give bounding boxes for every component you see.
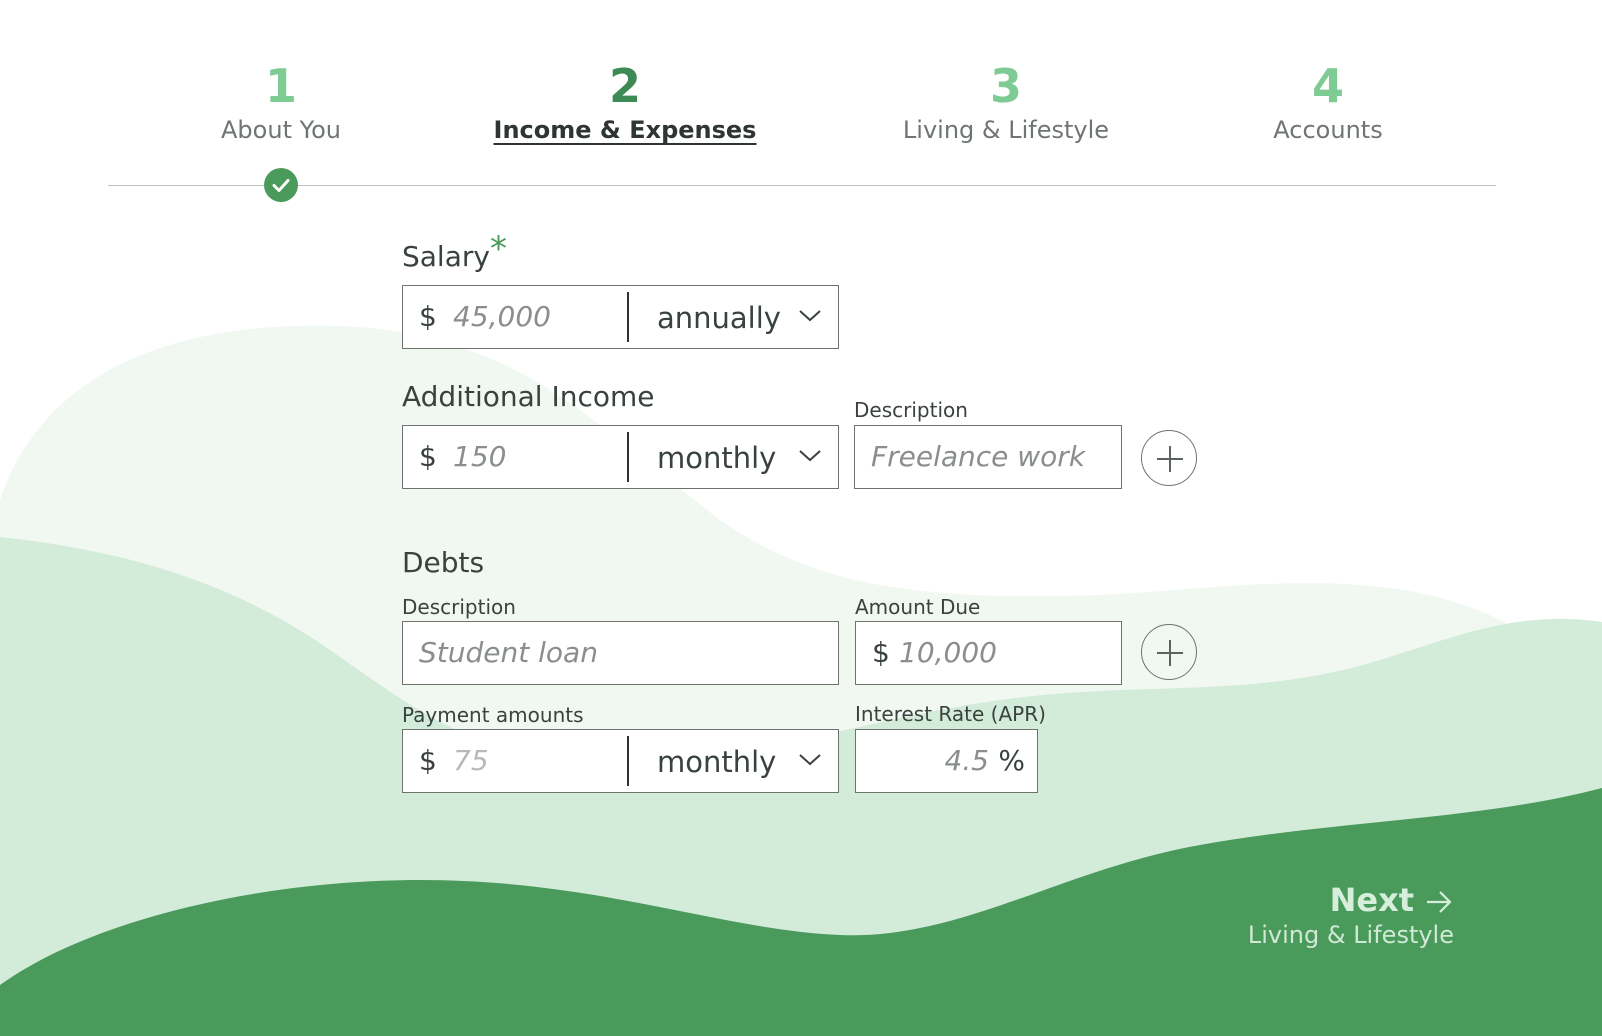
percent-unit: % (998, 744, 1025, 777)
chevron-down-icon (799, 450, 821, 462)
debts-label: Debts (402, 546, 485, 579)
field-divider (627, 432, 629, 482)
amount-due-field: $ 10,000 (855, 621, 1122, 685)
step-income-expenses[interactable]: 2 Income & Expenses (455, 58, 795, 146)
salary-label-text: Salary (402, 240, 490, 273)
additional-income-label: Additional Income (402, 380, 655, 413)
field-divider (627, 736, 629, 786)
additional-income-field: $ 150 monthly (402, 425, 839, 489)
payment-amount-input[interactable]: 75 (453, 744, 489, 777)
next-sublabel: Living & Lifestyle (1247, 921, 1454, 949)
amount-due-input[interactable]: 10,000 (899, 636, 997, 669)
currency-symbol: $ (872, 636, 890, 669)
salary-label: Salary * (402, 231, 507, 275)
description-placeholder: Student loan (419, 636, 598, 669)
add-income-button[interactable] (1141, 430, 1197, 486)
additional-income-description-label: Description (854, 398, 968, 422)
payment-amounts-label: Payment amounts (402, 703, 584, 727)
step-living-lifestyle[interactable]: 3 Living & Lifestyle (836, 58, 1176, 146)
step-label: Living & Lifestyle (902, 116, 1110, 144)
step-number: 3 (989, 59, 1022, 113)
debt-description-field[interactable]: Student loan (402, 621, 839, 685)
interest-rate-input[interactable]: 4.5 (944, 744, 989, 777)
additional-income-amount-input[interactable]: 150 (453, 440, 507, 473)
step-label: Income & Expenses (493, 116, 757, 144)
chevron-down-icon (799, 754, 821, 766)
currency-symbol: $ (419, 300, 437, 333)
interest-rate-label: Interest Rate (APR) (855, 702, 1046, 726)
currency-symbol: $ (419, 440, 437, 473)
debt-description-label: Description (402, 595, 516, 619)
next-title: Next (1248, 880, 1454, 920)
frequency-value: annually (657, 301, 781, 335)
next-step-link[interactable]: Next Living & Lifestyle (1248, 880, 1454, 950)
required-mark: * (490, 229, 507, 269)
step-label: About You (221, 116, 341, 144)
next-label: Next (1329, 881, 1414, 919)
step-label: Accounts (1273, 116, 1383, 144)
frequency-value: monthly (657, 745, 777, 779)
amount-due-label: Amount Due (855, 595, 981, 619)
plus-circle-icon (1157, 446, 1183, 472)
additional-income-description-field[interactable]: Freelance work (854, 425, 1122, 489)
plus-circle-icon (1157, 640, 1183, 666)
arrow-right-icon (1427, 891, 1452, 913)
step-number: 4 (1311, 59, 1344, 113)
step-accounts[interactable]: 4 Accounts (1158, 58, 1498, 146)
step-complete-badge (264, 168, 298, 202)
step-number: 2 (608, 59, 641, 113)
description-placeholder: Freelance work (871, 440, 1086, 473)
wave-dark (0, 788, 1602, 1036)
step-about-you[interactable]: 1 About You (111, 58, 451, 146)
salary-amount-input[interactable]: 45,000 (453, 300, 551, 333)
interest-rate-field: 4.5 % (855, 729, 1038, 793)
salary-field: $ 45,000 annually (402, 285, 839, 349)
payment-amount-field: $ 75 monthly (402, 729, 839, 793)
chevron-down-icon (799, 310, 821, 322)
currency-symbol: $ (419, 744, 437, 777)
add-debt-button[interactable] (1141, 624, 1197, 680)
frequency-value: monthly (657, 441, 777, 475)
field-divider (627, 292, 629, 342)
check-icon (272, 179, 290, 192)
stepper-progress-line (108, 185, 1496, 186)
step-number: 1 (264, 59, 297, 113)
